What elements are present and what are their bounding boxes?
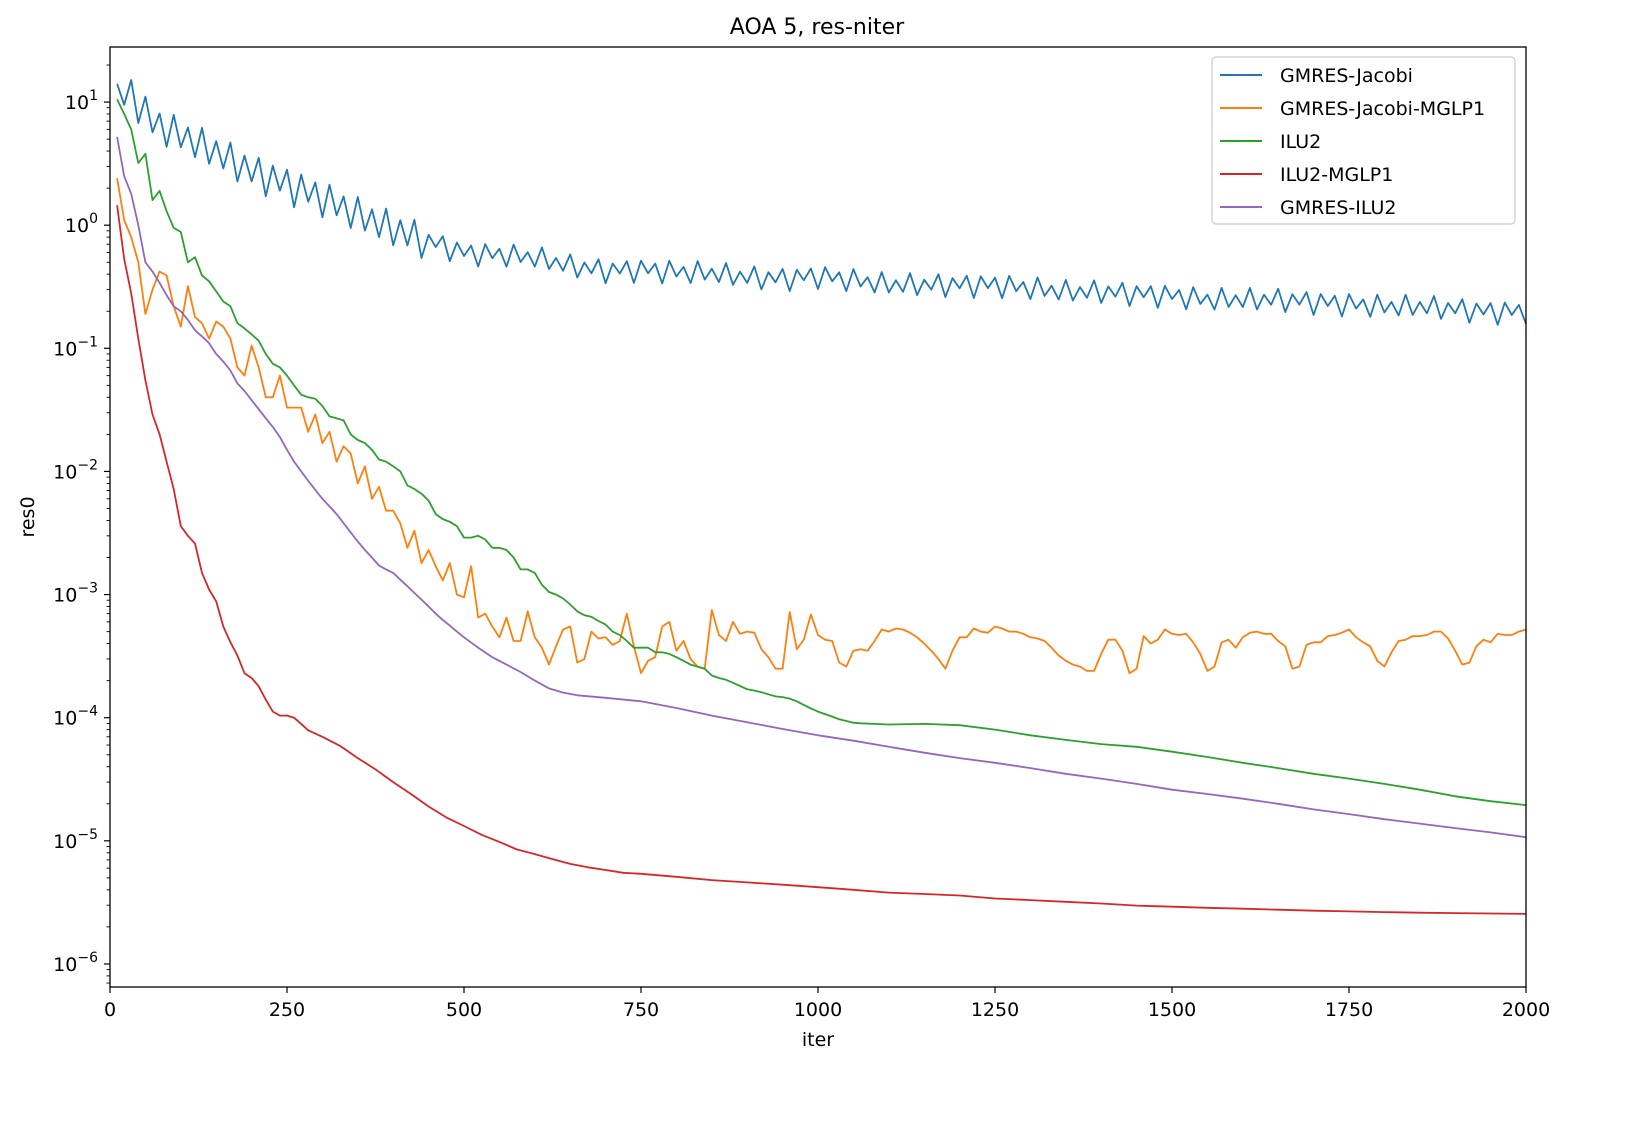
y-tick-label: 10−2 [53,457,98,483]
y-tick-label: 101 [65,88,98,114]
x-tick-label: 1250 [971,999,1019,1021]
series-line-gmres-ilu2 [116,136,1527,839]
y-tick-base: 10 [53,708,77,730]
legend-label: ILU2-MGLP1 [1280,164,1393,186]
legend-label: GMRES-Jacobi [1280,65,1413,87]
y-tick-label: 10−1 [53,334,98,360]
series-line-ilu2-mglp1 [116,205,1527,915]
y-tick-base: 10 [53,954,77,976]
y-tick-base: 10 [53,338,77,360]
y-tick-label: 100 [65,211,98,237]
y-tick-exponent: −2 [77,457,98,473]
y-tick-exponent: 0 [89,211,98,227]
y-tick-exponent: −6 [77,950,98,966]
x-tick-label: 0 [104,999,116,1021]
legend-label: ILU2 [1280,131,1321,153]
y-axis-label: res0 [17,496,39,537]
legend: GMRES-Jacobi GMRES-Jacobi-MGLP1 ILU2 ILU2-M… [1211,56,1516,225]
series-line-gmres-jacobi [116,79,1527,326]
chart-title: AOA 5, res-niter [730,15,905,40]
y-tick-label: 10−4 [53,704,98,730]
x-tick-label: 500 [446,999,482,1021]
x-tick-label: 750 [623,999,659,1021]
x-tick-label: 1000 [794,999,842,1021]
legend-label: GMRES-ILU2 [1280,197,1396,219]
x-tick-label: 2000 [1502,999,1550,1021]
y-tick-base: 10 [65,215,89,237]
y-tick-exponent: −5 [77,827,98,843]
y-tick-exponent: 1 [89,88,98,104]
y-tick-exponent: −3 [77,581,98,597]
series-layer [116,79,1527,915]
series-line-gmres-jacobi-mglp1 [116,178,1527,675]
x-tick-label: 1500 [1148,999,1196,1021]
y-tick-label: 10−3 [53,581,98,607]
legend-label: GMRES-Jacobi-MGLP1 [1280,98,1485,120]
legend-box [1211,56,1516,225]
y-tick-base: 10 [53,585,77,607]
series-line-ilu2 [116,99,1527,806]
x-tick-label: 250 [269,999,305,1021]
x-tick-label: 1750 [1325,999,1373,1021]
y-tick-label: 10−6 [53,950,98,976]
y-tick-base: 10 [53,461,77,483]
y-tick-base: 10 [53,831,77,853]
y-tick-base: 10 [65,92,89,114]
y-tick-label: 10−5 [53,827,98,853]
y-tick-exponent: −1 [77,334,98,350]
x-axis: 0 250 500 750 1000 1250 1500 1750 2000 [104,987,1550,1021]
y-tick-exponent: −4 [77,704,98,720]
x-axis-label: iter [802,1029,834,1051]
